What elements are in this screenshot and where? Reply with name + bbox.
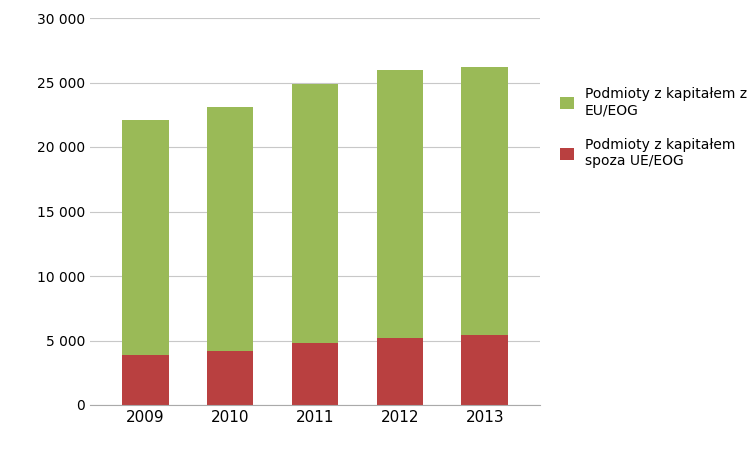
Bar <box>122 355 169 405</box>
Bar <box>292 84 338 343</box>
Bar <box>122 120 169 355</box>
Bar <box>376 70 423 338</box>
Bar <box>292 343 338 405</box>
Bar <box>376 338 423 405</box>
Bar <box>461 335 509 405</box>
Legend: Podmioty z kapitałem z
EU/EOG, Podmioty z kapitałem
spoza UE/EOG: Podmioty z kapitałem z EU/EOG, Podmioty … <box>556 83 750 172</box>
Bar <box>461 67 509 335</box>
Bar <box>207 351 254 405</box>
Bar <box>207 107 254 351</box>
